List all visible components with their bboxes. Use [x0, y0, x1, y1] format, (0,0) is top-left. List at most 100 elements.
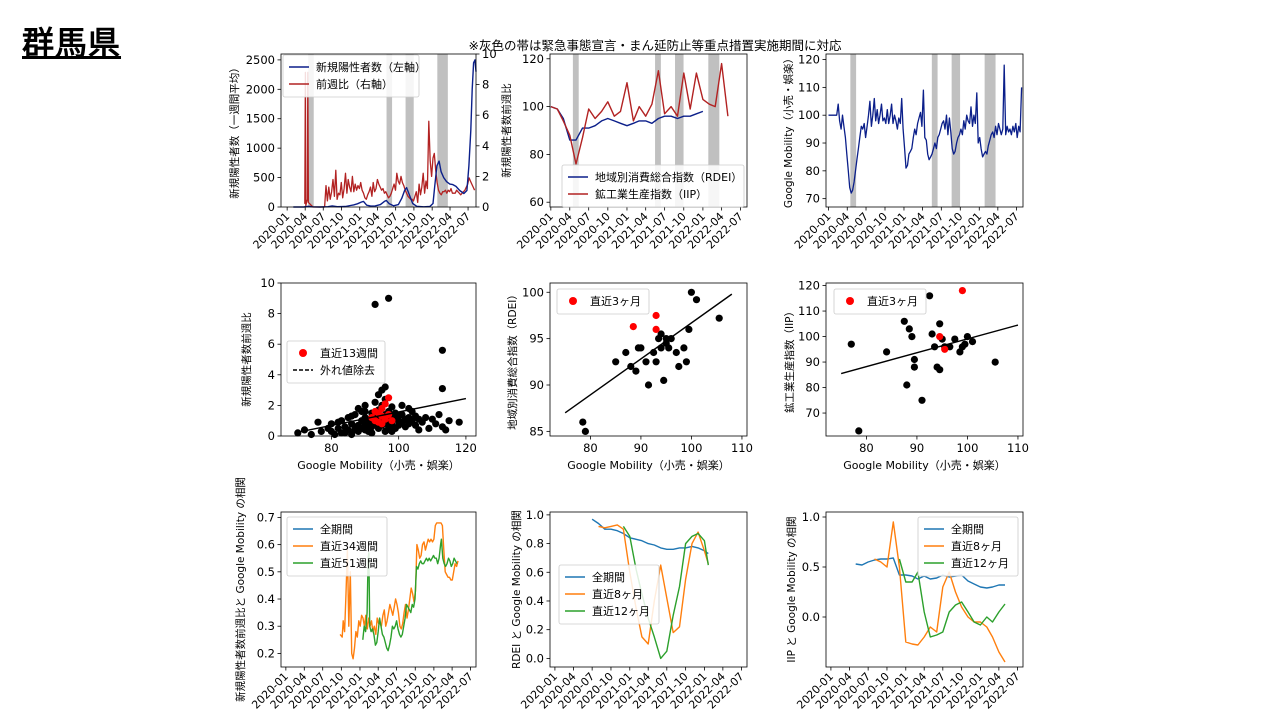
- x-tick-label: 120: [455, 441, 477, 455]
- x-tick-label: 80: [583, 441, 598, 455]
- plot-frame: [825, 282, 1024, 437]
- y-tick-label: 0.2: [257, 646, 275, 660]
- y-tick-label: 0.6: [257, 538, 275, 552]
- y-tick-label: 10: [482, 47, 497, 61]
- data-point: [371, 398, 379, 406]
- y-tick-label: 500: [253, 171, 275, 185]
- data-point: [644, 381, 653, 389]
- data-point: [903, 381, 911, 389]
- data-point: [612, 358, 620, 366]
- legend-label: 直近51週間: [320, 556, 378, 570]
- x-tick-label: 80: [859, 441, 874, 455]
- data-point: [445, 417, 453, 425]
- data-point: [991, 358, 999, 366]
- data-point: [307, 430, 315, 439]
- data-point: [442, 426, 450, 434]
- recent-point: [388, 417, 396, 425]
- data-point: [675, 362, 683, 371]
- y-tick-label: 6: [482, 108, 489, 122]
- y-tick-label: 0: [482, 200, 489, 214]
- y-tick-label: 0.6: [526, 565, 544, 579]
- y-axis-label: 地域別消費総合指数（RDEI）: [506, 289, 519, 430]
- chart-corr-rdei: 0.00.20.40.60.81.02020-012020-042020-072…: [510, 508, 748, 712]
- data-point: [883, 348, 891, 356]
- y-axis-label: 新規陽性者数（一週間平均）: [228, 62, 241, 199]
- y-tick-label: 95: [529, 332, 544, 346]
- data-point: [331, 430, 339, 439]
- legend-box: [282, 54, 420, 98]
- recent-point: [629, 323, 637, 331]
- y-tick-label: 70: [805, 192, 820, 206]
- data-point: [680, 344, 688, 352]
- data-point: [388, 403, 396, 411]
- x-tick-label: 80: [324, 441, 339, 455]
- legend-label: 直近13週間: [320, 346, 378, 360]
- y-tick-label: 60: [529, 195, 544, 209]
- plot-frame: [280, 282, 477, 437]
- y-tick-label: 6: [268, 337, 275, 351]
- emergency-band: [931, 54, 938, 207]
- recent-point: [941, 345, 949, 353]
- legend-label: 直近12ヶ月: [951, 556, 1009, 570]
- y-tick-label: 0.2: [526, 623, 544, 637]
- y-tick-label: 1000: [246, 141, 275, 155]
- legend-box: [286, 340, 386, 384]
- y-tick-label: 0: [268, 429, 275, 443]
- recent-point: [936, 333, 944, 341]
- plot-frame: [549, 282, 748, 437]
- corr-line: [874, 521, 1006, 663]
- data-point: [660, 376, 668, 384]
- data-point: [936, 320, 944, 328]
- data-point: [951, 335, 959, 343]
- data-point: [317, 427, 325, 435]
- corr-line: [362, 538, 458, 652]
- data-point: [438, 385, 446, 393]
- y-axis-label: 新規陽性者数前週比と Google Mobility の相関: [234, 477, 247, 702]
- legend-label: 全期間: [320, 522, 353, 536]
- y-tick-label: 90: [805, 355, 820, 369]
- corr-line: [898, 558, 1006, 638]
- data-point: [632, 367, 640, 375]
- emergency-band: [308, 54, 314, 207]
- recent-point: [381, 400, 389, 408]
- data-point: [936, 366, 944, 374]
- data-point: [398, 401, 406, 409]
- y-tick-label: 120: [798, 279, 820, 293]
- series-line: [550, 62, 729, 165]
- page-title: 群馬県: [22, 24, 122, 62]
- x-axis-label: Google Mobility（小売・娯楽）: [297, 458, 459, 472]
- data-point: [438, 346, 446, 354]
- y-tick-label: 10: [260, 276, 275, 290]
- y-tick-label: 100: [798, 330, 820, 344]
- data-point: [361, 401, 369, 409]
- data-point: [968, 338, 977, 346]
- chart-corr-cases: 0.20.30.40.50.60.72020-012020-042020-072…: [234, 477, 477, 712]
- emergency-band: [708, 54, 720, 207]
- data-point: [579, 418, 587, 426]
- data-point: [294, 429, 302, 437]
- x-tick-label: 110: [1007, 441, 1029, 455]
- legend-box: [556, 288, 650, 315]
- y-tick-label: 0.7: [257, 510, 275, 524]
- x-axis-label: Google Mobility（小売・娯楽）: [567, 458, 729, 472]
- y-tick-label: 100: [798, 108, 820, 122]
- series-line: [550, 105, 704, 141]
- y-tick-label: 2500: [246, 53, 275, 67]
- data-point: [415, 426, 423, 434]
- emergency-band-note: ※灰色の帯は緊急事態宣言・まん延防止等重点措置実施期間に対応: [468, 38, 842, 53]
- data-point: [961, 340, 969, 348]
- recent-point: [371, 407, 379, 416]
- y-tick-label: 80: [805, 381, 820, 395]
- legend-label: 直近3ヶ月: [867, 294, 918, 308]
- data-point: [388, 427, 396, 435]
- x-tick-label: 100: [956, 441, 978, 455]
- y-tick-label: 0.3: [257, 619, 275, 633]
- emergency-band: [850, 54, 857, 207]
- y-tick-label: 1.0: [526, 508, 544, 522]
- x-axis-label: Google Mobility（小売・娯楽）: [843, 458, 1005, 472]
- data-point: [908, 333, 916, 341]
- y-tick-label: 90: [805, 136, 820, 150]
- emergency-band: [675, 54, 684, 207]
